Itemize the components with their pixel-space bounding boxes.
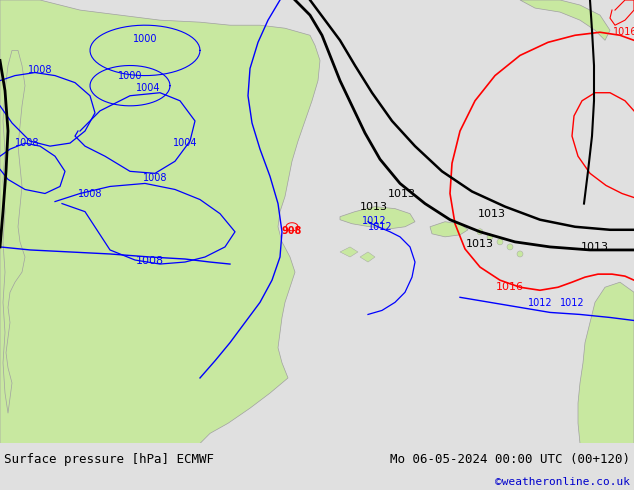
Text: 1012: 1012 [362,216,387,226]
Circle shape [507,244,513,250]
Text: 1012: 1012 [368,222,392,232]
Text: 1008: 1008 [28,65,53,74]
Text: 1000: 1000 [118,71,142,81]
Text: 1008: 1008 [143,173,167,183]
Text: 1013: 1013 [466,239,494,249]
Text: Surface pressure [hPa] ECMWF: Surface pressure [hPa] ECMWF [4,453,214,466]
Polygon shape [430,222,468,237]
Text: 1013: 1013 [581,242,609,252]
Text: 1004: 1004 [136,83,160,93]
Text: 1004: 1004 [172,138,197,148]
Polygon shape [360,252,375,262]
Polygon shape [340,247,358,257]
Text: 1008: 1008 [136,256,164,266]
Polygon shape [578,282,634,443]
Text: 1000: 1000 [133,34,157,44]
Text: 908: 908 [281,226,302,236]
Circle shape [487,234,493,240]
Text: 1013: 1013 [360,201,388,212]
Polygon shape [520,0,610,40]
Text: 1013: 1013 [388,189,416,198]
Text: 1012: 1012 [248,0,276,2]
Polygon shape [3,50,25,413]
Text: 1012: 1012 [527,298,552,308]
Polygon shape [0,0,320,443]
Text: ©weatheronline.co.uk: ©weatheronline.co.uk [495,477,630,487]
Polygon shape [340,207,415,229]
Circle shape [517,251,523,257]
Text: 1013: 1013 [478,209,506,219]
Text: 1016: 1016 [612,27,634,37]
Text: 1012: 1012 [560,298,585,308]
Text: 1008: 1008 [78,189,102,198]
Circle shape [477,229,483,235]
Text: 1016: 1016 [496,282,524,292]
Circle shape [497,239,503,245]
Text: 1008: 1008 [15,138,39,148]
Text: Mo 06-05-2024 00:00 UTC (00+120): Mo 06-05-2024 00:00 UTC (00+120) [390,453,630,466]
